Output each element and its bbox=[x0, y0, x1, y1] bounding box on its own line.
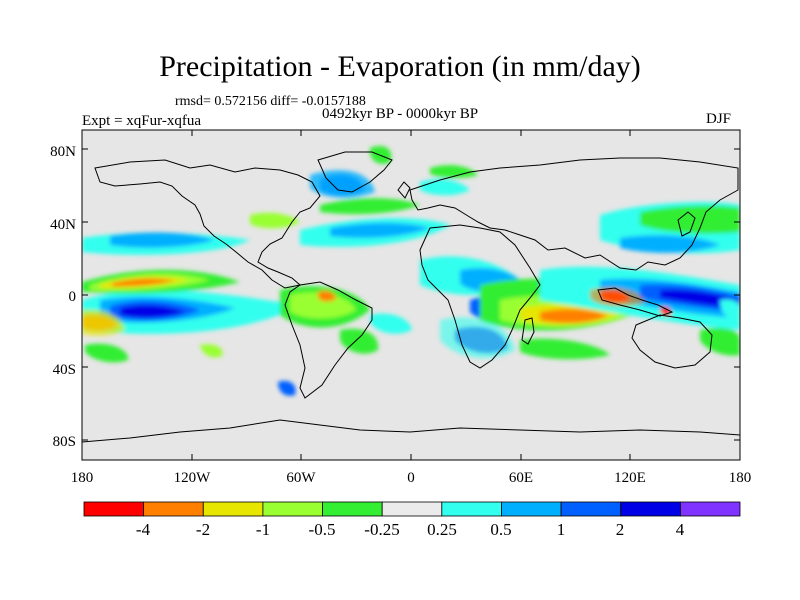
coast-japan bbox=[677, 211, 696, 237]
lon-label: 120E bbox=[614, 470, 646, 486]
colorbar-label: 4 bbox=[676, 520, 685, 539]
lat-label: 0 bbox=[69, 289, 77, 305]
lon-label: 60W bbox=[286, 470, 316, 486]
colorbar-label: -1 bbox=[256, 520, 270, 539]
coast-antarctica bbox=[82, 419, 740, 443]
colorbar-swatch bbox=[262, 501, 323, 517]
colorbar-swatch bbox=[441, 501, 502, 517]
contour-europe-green bbox=[430, 165, 478, 178]
lat-label: 80N bbox=[50, 144, 76, 160]
colorbar-label: 0.25 bbox=[427, 520, 457, 539]
colorbar-swatch bbox=[322, 501, 383, 517]
contour-natl-green bbox=[320, 198, 420, 215]
lon-label: 180 bbox=[71, 470, 94, 486]
colorbar-label: -2 bbox=[196, 520, 210, 539]
axis-ticks bbox=[81, 130, 741, 460]
contour-sam-orange bbox=[318, 290, 336, 302]
season-label: DJF bbox=[706, 111, 732, 127]
coast-uk bbox=[397, 181, 411, 199]
lon-label: 0 bbox=[407, 470, 415, 486]
colorbar-labels: -4 -2 -1 -0.5 -0.25 0.25 0.5 1 2 4 bbox=[136, 520, 685, 539]
contour-dark-blue bbox=[120, 305, 185, 318]
contour-arctic-sky bbox=[310, 170, 375, 198]
contour-npac-sky bbox=[110, 232, 215, 248]
lon-labels: 180 120W 60W 0 60E 120E 180 bbox=[71, 470, 752, 486]
colorbar-label: -0.5 bbox=[309, 520, 336, 539]
contour-indian-south bbox=[520, 338, 610, 360]
contour-gulf-green bbox=[250, 212, 300, 229]
lat-labels: 80N 40N 0 40S 80S bbox=[50, 144, 76, 450]
contour-mc-orange bbox=[590, 287, 645, 307]
colorbar-swatch bbox=[560, 501, 622, 517]
contour-satl-cyan bbox=[370, 313, 412, 334]
contour-europe-cyan bbox=[420, 179, 470, 196]
colorbar-label: 2 bbox=[616, 520, 625, 539]
coast-south-america bbox=[284, 281, 373, 399]
colorbar-swatch bbox=[381, 501, 443, 517]
contour-mc-dark bbox=[660, 289, 740, 308]
coast-indonesia bbox=[597, 287, 674, 317]
colorbar-swatch bbox=[202, 501, 264, 517]
contour-spac-lime bbox=[200, 344, 223, 358]
lon-label: 120W bbox=[174, 470, 212, 486]
colorbar-swatch bbox=[679, 501, 741, 517]
coast-eurasia bbox=[409, 157, 739, 271]
colorbar-label: -4 bbox=[136, 520, 151, 539]
contour-easia-green bbox=[640, 205, 740, 234]
colorbar bbox=[83, 501, 741, 517]
contour-aus-cyan bbox=[720, 299, 740, 321]
contour-mc-red2 bbox=[660, 306, 672, 317]
colorbar-label: -0.25 bbox=[364, 520, 399, 539]
colorbar-swatch bbox=[143, 501, 204, 517]
period-label: 0492kyr BP - 0000kyr BP bbox=[322, 106, 479, 122]
colorbar-label: 1 bbox=[557, 520, 566, 539]
lat-label: 40N bbox=[50, 217, 76, 233]
stats-line: rmsd= 0.572156 diff= -0.0157188 bbox=[175, 94, 366, 109]
contour-natl-sky bbox=[330, 222, 430, 238]
contour-sam-lime bbox=[290, 292, 356, 319]
plot-title: Precipitation - Evaporation (in mm/day) bbox=[159, 50, 641, 83]
colorbar-swatch bbox=[620, 501, 681, 517]
colorbar-label: 0.5 bbox=[490, 520, 511, 539]
colorbar-swatch bbox=[83, 501, 145, 517]
coast-australia bbox=[631, 314, 713, 369]
coast-madagascar bbox=[521, 317, 535, 345]
lon-label: 60E bbox=[509, 470, 533, 486]
experiment-label: Expt = xqFur-xqfua bbox=[82, 113, 201, 129]
coastlines bbox=[82, 151, 740, 443]
contour-safrica-cyan bbox=[440, 317, 515, 359]
contour-patagonia bbox=[278, 380, 296, 396]
coast-africa bbox=[419, 224, 541, 369]
lat-label: 40S bbox=[53, 362, 76, 378]
colorbar-swatch bbox=[501, 501, 562, 517]
coast-greenland bbox=[317, 151, 393, 193]
contour-spac-green bbox=[85, 343, 129, 363]
contour-sw-yellow bbox=[82, 309, 125, 336]
contour-orange bbox=[112, 278, 175, 287]
lat-label: 80S bbox=[53, 434, 76, 450]
contour-indian-orange bbox=[540, 309, 608, 324]
contour-sam-south bbox=[340, 328, 379, 354]
coast-north-america bbox=[94, 159, 321, 289]
lon-label: 180 bbox=[729, 470, 752, 486]
